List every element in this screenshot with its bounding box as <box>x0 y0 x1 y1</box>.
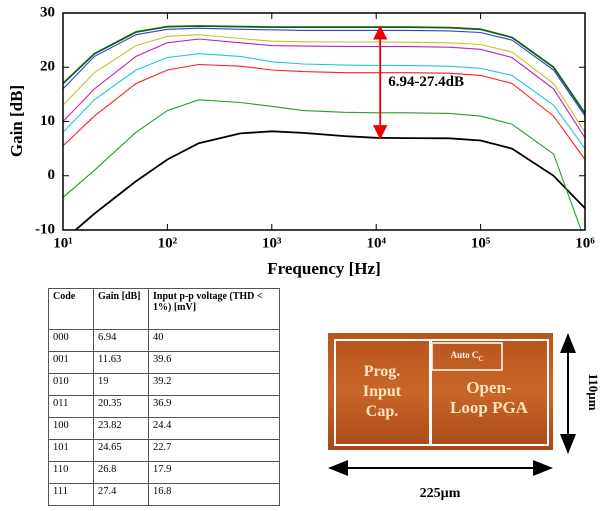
series-line <box>74 130 585 230</box>
table-row: 100 23.82 24.4 <box>48 417 280 440</box>
die-image <box>328 333 553 450</box>
table-cell: 001 <box>48 351 94 374</box>
auto-cc-subscript: C <box>478 355 483 363</box>
series-group <box>63 25 585 230</box>
x-tick-label: 10⁶ <box>575 235 595 251</box>
table-cell: 36.9 <box>148 395 280 418</box>
table-row: 000 6.94 40 <box>48 329 280 352</box>
table-cell: 17.9 <box>148 461 280 484</box>
table-cell: 22.7 <box>148 439 280 462</box>
table-cell: 111 <box>48 483 94 506</box>
y-tick-label: 20 <box>40 59 55 75</box>
table-cell: 010 <box>48 373 94 396</box>
table-cell: 6.94 <box>93 329 149 352</box>
y-tick-label: 30 <box>40 4 55 20</box>
auto-cc-text: Auto C <box>451 350 479 360</box>
x-tick-label: 10⁵ <box>471 235 491 251</box>
table-cell: 40 <box>148 329 280 352</box>
table-row: 110 26.8 17.9 <box>48 461 280 484</box>
series-line <box>63 53 585 149</box>
table-cell: 000 <box>48 329 94 352</box>
header-row: Code Gain [dB] Input p-p voltage (THD < 1%… <box>48 288 280 330</box>
series-line <box>63 63 585 160</box>
table-row: 001 11.63 39.6 <box>48 351 280 374</box>
table-row: 010 19 39.2 <box>48 373 280 396</box>
table-cell: 39.6 <box>148 351 280 374</box>
table-cell: 23.82 <box>93 417 149 440</box>
x-tick-label: 10¹ <box>53 235 73 251</box>
series-line <box>63 25 585 114</box>
y-tick-label: 10 <box>40 113 55 129</box>
block-border <box>430 339 549 446</box>
series-line <box>63 38 585 139</box>
block-label: Prog. Input Cap. Open-Loop PGA Auto CC <box>363 350 529 420</box>
table-cell: 011 <box>48 395 94 418</box>
x-tick-label: 10⁴ <box>366 235 386 251</box>
table-row: 101 24.65 22.7 <box>48 439 280 462</box>
table-cell: 24.4 <box>148 417 280 440</box>
table-row: 011 20.35 36.9 <box>48 395 280 418</box>
table-cell: 101 <box>48 439 94 462</box>
annotation: 6.94-27.4dB <box>388 74 464 90</box>
header-cell: Gain [dB] <box>93 288 149 330</box>
table-cell: 26.8 <box>93 461 149 484</box>
series-line <box>63 27 585 117</box>
block-label: Open-Loop PGA <box>450 378 529 417</box>
y-tick-label: 0 <box>48 167 56 183</box>
block-label: Prog. Input Cap. <box>363 363 402 420</box>
plot <box>63 25 585 230</box>
table-cell: 20.35 <box>93 395 149 418</box>
die-photo: Prog. Input Cap. Open-Loop PGA Auto CC 110… <box>328 333 600 501</box>
auto-cc-label: Auto CC <box>451 350 484 363</box>
table-cell: 24.65 <box>93 439 149 462</box>
table-cell: 19 <box>93 373 149 396</box>
series-line <box>63 99 582 230</box>
table-cell: 100 <box>48 417 94 440</box>
x-tick-label: 10³ <box>262 235 282 251</box>
table-cell: 27.4 <box>93 483 149 506</box>
height-label: 110µm <box>586 373 600 410</box>
width-label: 225µm <box>420 486 461 501</box>
header-cell: Code <box>48 288 94 330</box>
block-border <box>431 342 503 371</box>
y-tick-label: -10 <box>35 221 55 237</box>
header-cell: Input p-p voltage (THD < 1%) [mV] <box>148 288 280 330</box>
x-tick-label: 10² <box>158 235 178 251</box>
table-cell: 39.2 <box>148 373 280 396</box>
y-axis-label: Gain [dB] <box>7 85 26 157</box>
table-cell: 16.8 <box>148 483 280 506</box>
x-axis-label: Frequency [Hz] <box>267 259 380 278</box>
gain-table: Code Gain [dB] Input p-p voltage (THD < 1%… <box>48 288 280 506</box>
series-line <box>63 34 585 133</box>
plot-frame <box>62 12 586 231</box>
table-cell: 110 <box>48 461 94 484</box>
table-cell: 11.63 <box>93 351 149 374</box>
table-row: 111 27.4 16.8 <box>48 483 280 506</box>
